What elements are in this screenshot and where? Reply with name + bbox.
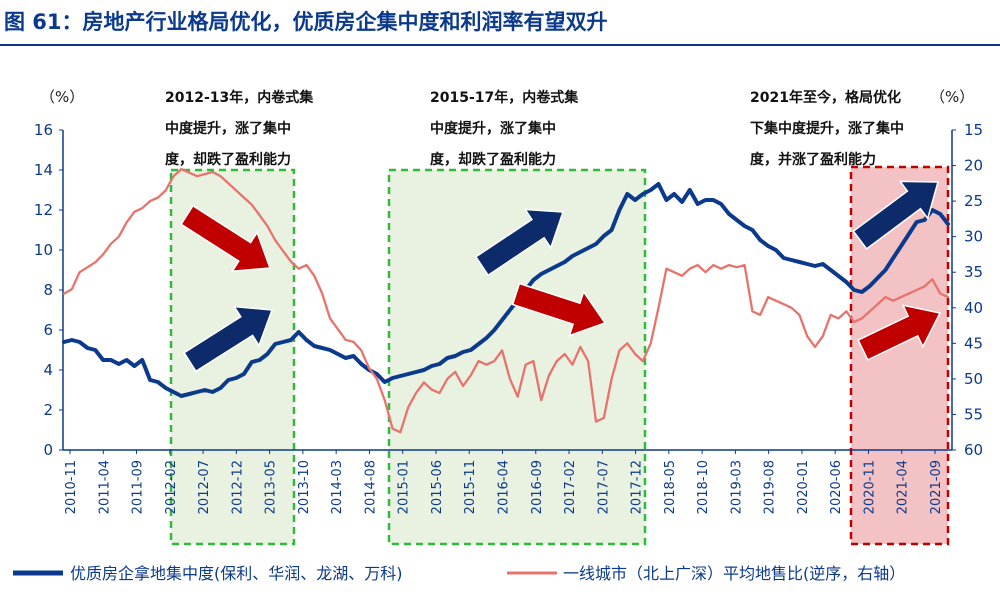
x-tick-label: 2017-02 [563, 460, 578, 514]
left-y-tick-label: 6 [43, 321, 53, 339]
x-tick-label: 2021-09 [929, 460, 944, 514]
right-y-tick-label: 45 [964, 334, 983, 352]
left-y-tick-label: 14 [34, 161, 53, 179]
x-tick-label: 2018-05 [663, 460, 678, 514]
annotation-1-line-2: 中度提升，涨了集中 [165, 120, 291, 137]
x-tick-label: 2015-11 [463, 460, 478, 514]
x-tick-label: 2010-11 [64, 460, 79, 514]
x-tick-label: 2016-04 [497, 460, 512, 514]
x-tick-label: 2012-07 [197, 460, 212, 514]
up-arrow-2015-concentration [474, 208, 565, 277]
x-tick-label: 2021-04 [896, 460, 911, 514]
up-arrow-2012-concentration [183, 305, 274, 373]
annotation-3-line-1: 2021年至今，格局优化 [750, 89, 901, 106]
x-tick-label: 2011-09 [131, 460, 146, 514]
x-tick-label: 2017-07 [596, 460, 611, 514]
annotation-3-line-3: 度，并涨了盈利能力 [750, 151, 876, 168]
left-y-tick-label: 8 [43, 281, 53, 299]
x-tick-label: 2018-10 [696, 460, 711, 514]
right-y-tick-label: 35 [964, 263, 983, 281]
x-tick-label: 2012-02 [164, 460, 179, 514]
right-y-tick-label: 30 [964, 228, 983, 246]
annotation-2-line-3: 度，却跌了盈利能力 [430, 151, 556, 168]
legend-label-land-sales-ratio: 一线城市（北上广深）平均地售比(逆序，右轴） [563, 564, 905, 583]
up-arrow-2021-concentration [852, 180, 939, 250]
x-tick-label: 2020-01 [796, 460, 811, 514]
right-y-tick-label: 15 [964, 121, 983, 139]
x-tick-label: 2013-05 [264, 460, 279, 514]
chart-title: 图 61：房地产行业格局优化，优质房企集中度和利润率有望双升 [4, 10, 608, 34]
left-y-tick-label: 16 [34, 121, 53, 139]
right-y-tick-label: 20 [964, 157, 983, 175]
left-y-tick-label: 10 [34, 241, 53, 259]
x-tick-label: 2020-11 [862, 460, 877, 514]
right-y-tick-label: 55 [964, 405, 983, 423]
x-tick-label: 2017-12 [630, 460, 645, 514]
x-tick-label: 2011-04 [97, 460, 112, 514]
x-tick-label: 2019-03 [729, 460, 744, 514]
x-tick-label: 2012-12 [230, 460, 245, 514]
annotation-1-line-1: 2012-13年，内卷式集 [165, 89, 314, 106]
x-tick-label: 2020-06 [829, 460, 844, 514]
down-arrow-2015-profit [511, 282, 607, 337]
land-sales-ratio-series-line [62, 167, 950, 434]
right-axis-unit: （%） [930, 88, 974, 106]
annotation-2-line-2: 中度提升，涨了集中 [430, 120, 556, 137]
left-y-tick-label: 12 [34, 201, 53, 219]
right-y-tick-label: 25 [964, 192, 983, 210]
legend-label-concentration: 优质房企拿地集中度(保利、华润、龙湖、万科) [70, 564, 403, 583]
annotation-1-line-3: 度，却跌了盈利能力 [165, 151, 291, 168]
left-y-tick-label: 4 [43, 361, 53, 379]
up-arrow-2021-profit [857, 304, 942, 361]
down-arrow-2012-profit [180, 204, 272, 273]
x-tick-label: 2013-10 [297, 460, 312, 514]
x-tick-label: 2014-08 [363, 460, 378, 514]
x-tick-label: 2016-09 [530, 460, 545, 514]
concentration-series-line [62, 182, 950, 398]
title-underline [0, 44, 1000, 46]
right-y-tick-label: 50 [964, 370, 983, 388]
left-y-tick-label: 2 [43, 401, 53, 419]
x-tick-label: 2015-01 [397, 460, 412, 514]
x-tick-label: 2015-06 [430, 460, 445, 514]
right-y-tick-label: 40 [964, 299, 983, 317]
x-tick-label: 2019-08 [763, 460, 778, 514]
annotation-2-line-1: 2015-17年，内卷式集 [430, 89, 579, 106]
x-tick-label: 2014-03 [330, 460, 345, 514]
right-y-tick-label: 60 [964, 441, 983, 459]
annotation-3-line-2: 下集中度提升，涨了集中 [750, 120, 904, 137]
left-y-tick-label: 0 [43, 441, 53, 459]
left-axis-unit: （%） [40, 88, 84, 106]
